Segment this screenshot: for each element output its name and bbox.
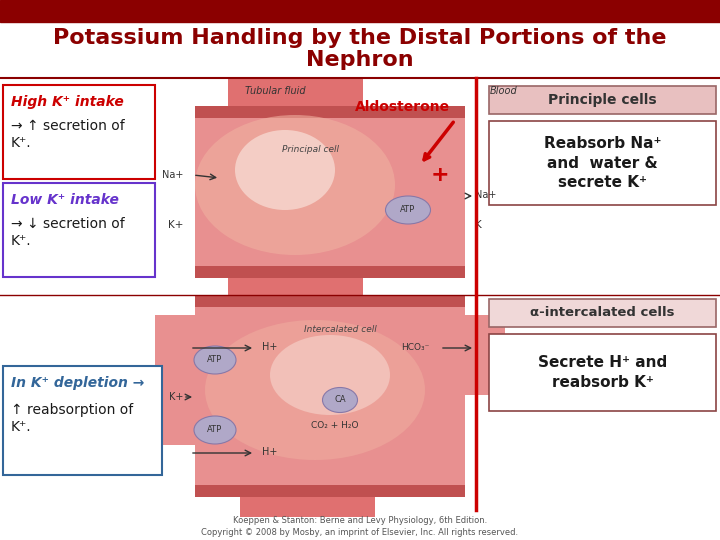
Text: ATP: ATP [207, 426, 222, 435]
Text: Blood: Blood [490, 86, 518, 96]
Text: Principle cells: Principle cells [548, 93, 657, 107]
Bar [195, 485, 465, 497]
Text: α-intercalated cells: α-intercalated cells [530, 307, 675, 320]
Bar [155, 315, 195, 445]
Text: Na+: Na+ [475, 190, 496, 200]
Text: ↑ reabsorption of
K⁺.: ↑ reabsorption of K⁺. [11, 403, 133, 434]
Bar [195, 106, 465, 118]
Bar [228, 78, 363, 106]
Text: ATP: ATP [207, 355, 222, 364]
FancyBboxPatch shape [489, 121, 716, 205]
Bar [465, 315, 505, 395]
Text: Low K⁺ intake: Low K⁺ intake [11, 193, 119, 207]
Text: CO₂ + H₂O: CO₂ + H₂O [311, 421, 359, 429]
Bar [380, 118, 465, 238]
Bar [195, 295, 465, 307]
Text: K: K [475, 220, 482, 230]
Bar [0, 0, 720, 22]
FancyBboxPatch shape [489, 86, 716, 114]
Text: Intercalated cell: Intercalated cell [304, 325, 377, 334]
Text: K+: K+ [168, 392, 183, 402]
FancyBboxPatch shape [3, 85, 155, 179]
Bar [240, 497, 375, 517]
Text: Nephron: Nephron [306, 50, 414, 70]
Text: → ↓ secretion of
K⁺.: → ↓ secretion of K⁺. [11, 217, 125, 248]
Ellipse shape [235, 130, 335, 210]
Text: Aldosterone: Aldosterone [355, 100, 450, 114]
Text: Secrete H⁺ and
reabsorb K⁺: Secrete H⁺ and reabsorb K⁺ [538, 355, 667, 390]
Text: K+: K+ [168, 220, 183, 230]
Ellipse shape [194, 416, 236, 444]
Text: In K⁺ depletion →: In K⁺ depletion → [11, 376, 145, 390]
Bar [365, 455, 465, 485]
Text: Tubular fluid: Tubular fluid [245, 86, 305, 96]
Text: Principal cell: Principal cell [282, 145, 338, 154]
Text: Potassium Handling by the Distal Portions of the: Potassium Handling by the Distal Portion… [53, 28, 667, 48]
Bar [195, 307, 465, 485]
Ellipse shape [195, 115, 395, 255]
Text: CA: CA [334, 395, 346, 404]
Text: → ↑ secretion of
K⁺.: → ↑ secretion of K⁺. [11, 119, 125, 150]
FancyBboxPatch shape [3, 366, 162, 475]
Text: Reabsorb Na⁺
and  water &
secrete K⁺: Reabsorb Na⁺ and water & secrete K⁺ [544, 136, 661, 190]
Ellipse shape [194, 346, 236, 374]
Text: ATP: ATP [400, 206, 415, 214]
Text: H+: H+ [262, 447, 278, 457]
Text: HCO₃⁻: HCO₃⁻ [401, 342, 429, 352]
Text: Na+: Na+ [161, 170, 183, 180]
FancyBboxPatch shape [3, 183, 155, 277]
FancyBboxPatch shape [489, 299, 716, 327]
Text: +: + [431, 165, 449, 185]
Text: Koeppen & Stanton: Berne and Levy Physiology, 6th Edition.
Copyright © 2008 by M: Koeppen & Stanton: Berne and Levy Physio… [202, 516, 518, 537]
Ellipse shape [385, 196, 431, 224]
FancyBboxPatch shape [489, 334, 716, 411]
Ellipse shape [205, 320, 425, 460]
Bar [195, 118, 465, 266]
Ellipse shape [270, 335, 390, 415]
Text: High K⁺ intake: High K⁺ intake [11, 95, 124, 109]
Bar [228, 278, 363, 298]
Bar [380, 238, 465, 266]
Ellipse shape [323, 388, 358, 413]
Bar [195, 266, 465, 278]
Text: H+: H+ [262, 342, 278, 352]
